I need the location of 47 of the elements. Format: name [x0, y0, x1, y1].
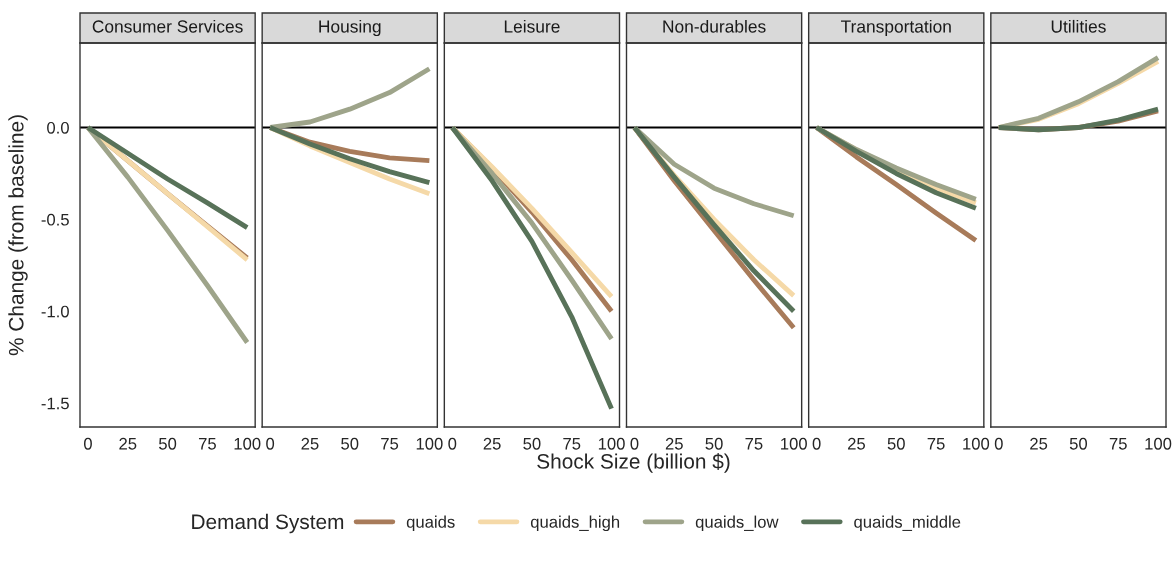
x-tick-label: 100 [781, 437, 807, 450]
x-tick-label: 25 [665, 437, 683, 450]
x-tick-label: 25 [848, 437, 866, 450]
x-tick-label: 50 [1069, 437, 1088, 450]
y-tick-label: -0.5 [41, 213, 69, 226]
x-tick-label: 50 [705, 437, 723, 450]
x-tick-label: 75 [198, 438, 216, 450]
legend-label: quaids_high [530, 515, 620, 532]
x-tick-label: 0 [448, 437, 457, 450]
legend-label: quaids_low [695, 515, 779, 532]
legend-label: quaids [406, 515, 455, 532]
x-tick-label: 100 [234, 437, 261, 450]
chart-title: Housing [319, 19, 381, 37]
chart-title: Leisure [504, 19, 560, 33]
x-tick-label: 75 [563, 438, 581, 450]
x-axis-title: Shock Size (billion $) [537, 453, 730, 473]
y-tick-label: -1.0 [41, 305, 69, 318]
x-tick-label: 0 [994, 437, 1003, 450]
legend-label: quaids_middle [854, 515, 961, 532]
x-tick-label: 50 [523, 437, 541, 450]
x-tick-label: 100 [598, 437, 625, 450]
x-tick-label: 25 [119, 437, 137, 450]
chart-title: Transportation [841, 19, 951, 37]
x-tick-label: 0 [630, 437, 639, 450]
x-tick-label: 100 [1145, 437, 1172, 450]
chart-title: Utilities [1051, 19, 1106, 33]
x-tick-label: 50 [887, 437, 905, 450]
chart-title: Non-durables [663, 19, 766, 33]
x-tick-label: 0 [83, 437, 92, 450]
x-tick-label: 25 [483, 437, 501, 450]
x-tick-label: 75 [927, 438, 945, 450]
x-tick-label: 75 [381, 438, 399, 450]
x-tick-label: 0 [812, 437, 821, 450]
y-tick-label: 0.0 [47, 121, 69, 134]
x-tick-label: 75 [1109, 438, 1127, 450]
y-tick-label: -1.5 [41, 397, 69, 410]
x-tick-label: 100 [416, 437, 443, 450]
x-tick-label: 25 [301, 437, 319, 450]
x-tick-label: 25 [1030, 437, 1048, 450]
x-tick-label: 50 [341, 437, 359, 450]
chart-title: Consumer Services [92, 19, 243, 33]
legend-title: Demand System [192, 513, 344, 534]
x-tick-label: 100 [963, 437, 990, 450]
x-tick-label: 50 [158, 437, 177, 450]
x-tick-label: 0 [266, 437, 275, 450]
y-axis-title: % Change (from baseline) [8, 115, 28, 356]
x-tick-label: 75 [745, 438, 763, 450]
